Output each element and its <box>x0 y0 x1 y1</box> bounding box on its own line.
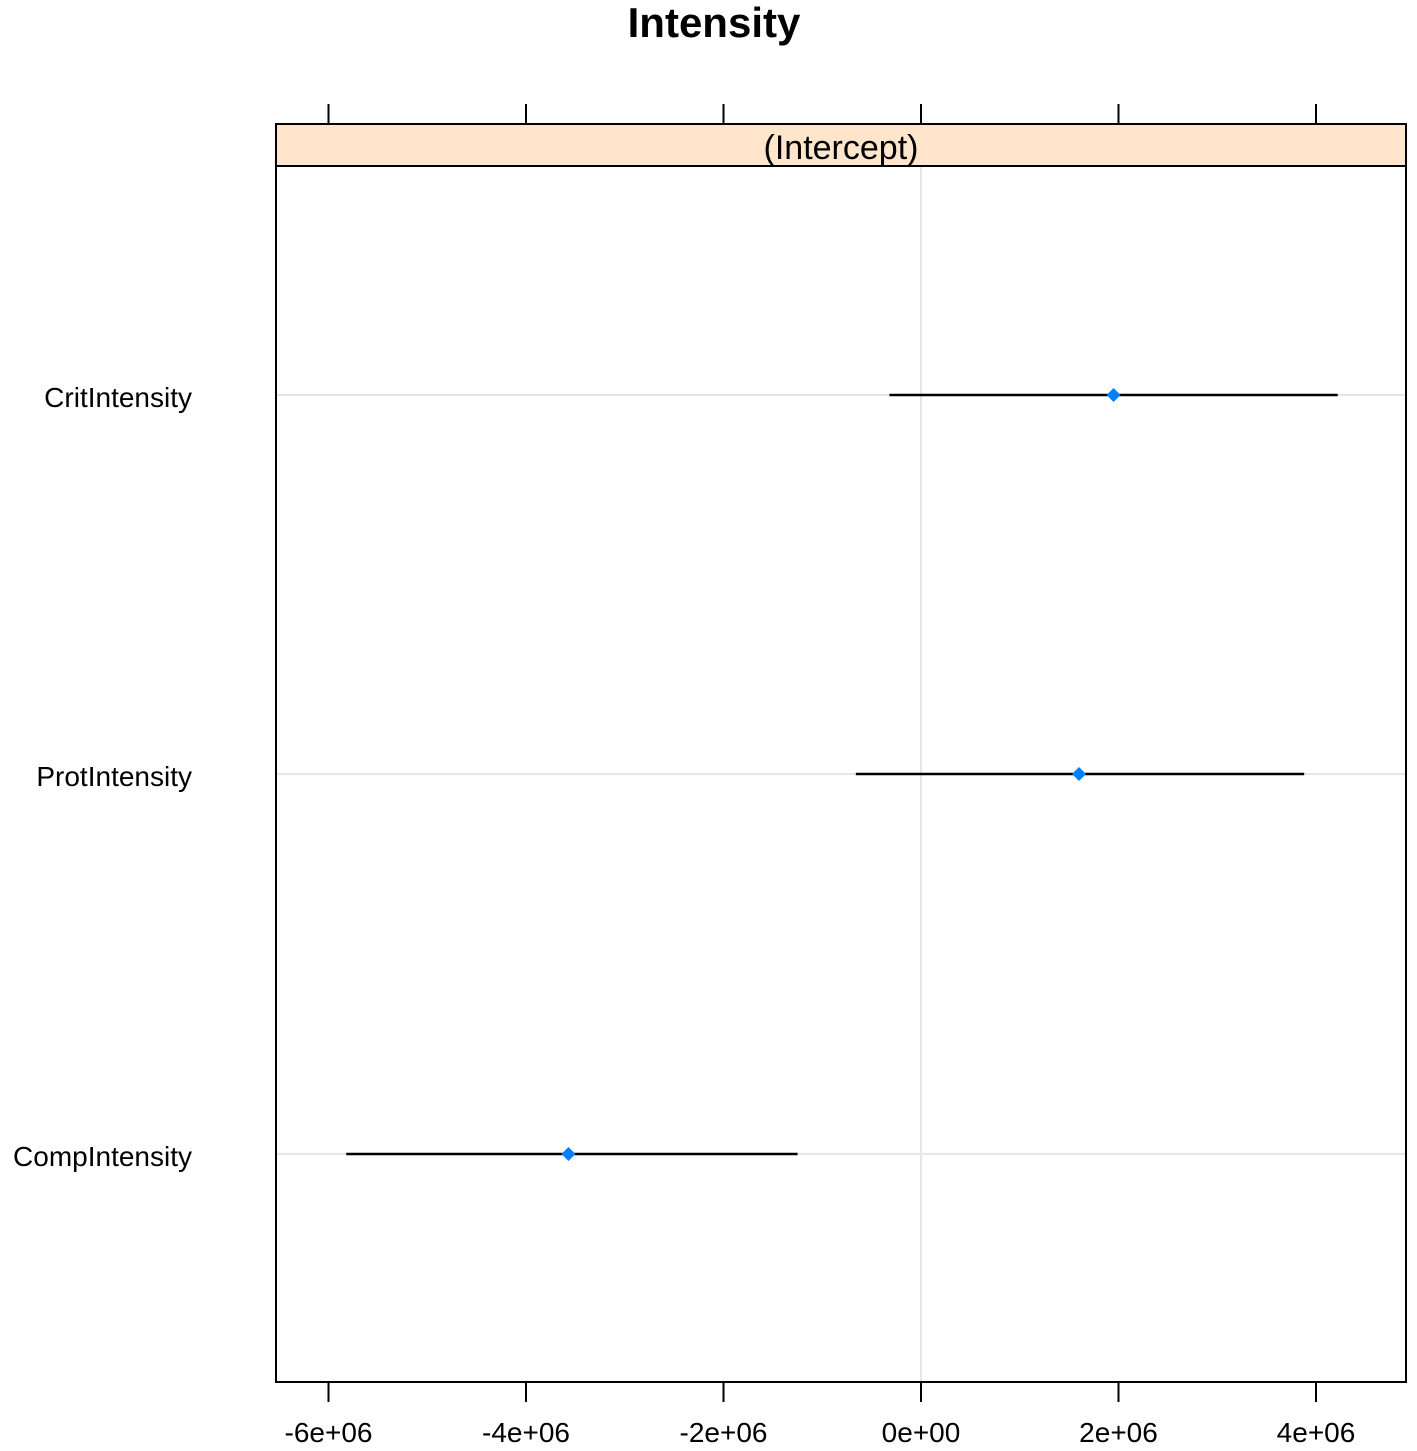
estimate-point <box>1106 388 1121 402</box>
x-tick-label: 2e+06 <box>1079 1417 1158 1448</box>
x-tick-label: -4e+06 <box>482 1417 570 1448</box>
plot-panel <box>275 165 1407 1383</box>
estimate-point <box>1072 767 1086 781</box>
category-label: CompIntensity <box>13 1141 192 1172</box>
x-tick-label: 0e+00 <box>882 1417 961 1448</box>
bottom-axis: -6e+06 -4e+06 -2e+06 0e+00 2e+06 4e+06 <box>285 1382 1356 1448</box>
data-marks <box>346 388 1338 1161</box>
x-tick-label: -6e+06 <box>285 1417 373 1448</box>
category-label: ProtIntensity <box>36 761 192 792</box>
category-label: CritIntensity <box>44 382 192 413</box>
category-labels: CritIntensity ProtIntensity CompIntensity <box>13 382 192 1172</box>
x-tick-label: -2e+06 <box>680 1417 768 1448</box>
panel-strip-label: (Intercept) <box>764 129 919 167</box>
top-axis <box>327 104 1317 124</box>
chart-title: Intensity <box>628 0 801 46</box>
x-tick-label: 4e+06 <box>1277 1417 1356 1448</box>
estimate-point <box>561 1147 576 1161</box>
